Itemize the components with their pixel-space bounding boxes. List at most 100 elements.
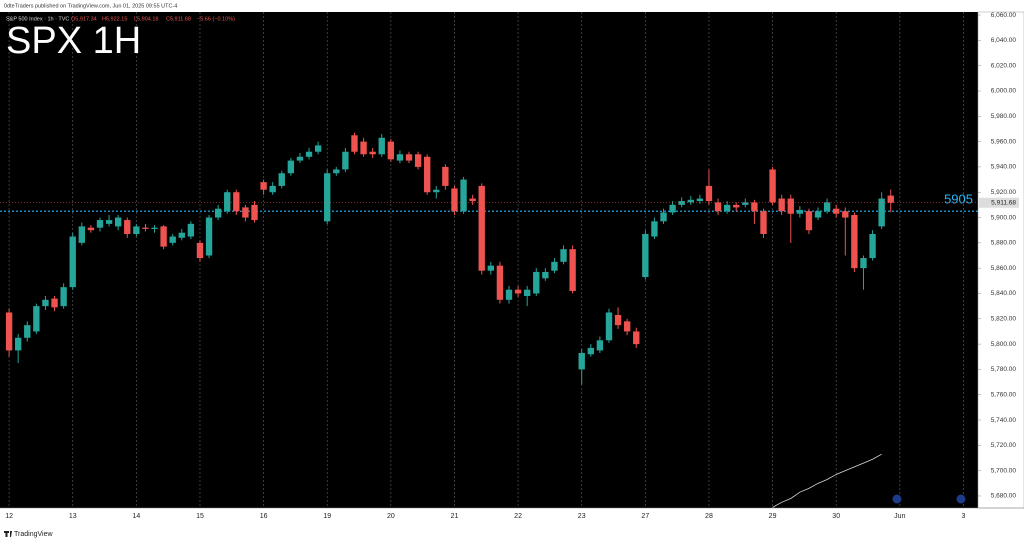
candle-body	[233, 192, 240, 212]
candle-body	[496, 265, 504, 300]
candle-body	[87, 227, 95, 231]
x-tick-label: 19	[323, 513, 331, 520]
candle-body	[569, 249, 576, 291]
legend-low: L5,904.18	[134, 16, 158, 22]
candle-body	[751, 202, 758, 212]
candle-body	[660, 212, 667, 222]
candle-body	[342, 151, 349, 170]
candle-body	[187, 223, 195, 237]
candle-body	[396, 154, 404, 161]
chart-title: SPX 1H	[6, 20, 141, 62]
candle-body	[487, 265, 494, 271]
candle-body	[833, 208, 840, 214]
y-tick-label: 5,860.00	[991, 265, 1017, 272]
candle-body	[887, 195, 894, 203]
legend-high: H5,922.15	[102, 16, 127, 22]
y-tick-label: 5,740.00	[991, 417, 1017, 424]
candle-body	[178, 232, 185, 238]
candle-body	[78, 226, 85, 243]
y-tick-label: 5,700.00	[991, 467, 1017, 474]
candle-body	[378, 137, 385, 155]
y-tick-label: 5,680.00	[991, 493, 1017, 500]
candle-body	[242, 207, 249, 218]
candle-body	[714, 202, 722, 212]
y-tick-label: 6,040.00	[991, 37, 1017, 44]
x-tick-label: 12	[5, 513, 13, 520]
candle-body	[414, 154, 422, 167]
candle-body	[523, 289, 531, 297]
candle-body	[451, 188, 458, 212]
legend-symbol: S&P 500 Index · 1h · TVC	[6, 16, 69, 22]
candle-body	[214, 208, 222, 218]
candle-body	[805, 211, 813, 231]
logo-icon	[4, 531, 12, 537]
candle-body	[314, 145, 322, 152]
candle-body	[596, 340, 604, 351]
candle-body	[251, 204, 258, 221]
y-tick-label: 5,720.00	[991, 442, 1017, 449]
y-tick-label: 5,800.00	[991, 341, 1017, 348]
candle-body	[587, 347, 594, 355]
last-price-label: 5,911.68	[991, 199, 1016, 206]
candle-body	[151, 227, 158, 229]
event-icon[interactable]	[956, 494, 966, 504]
y-tick-label: 5,900.00	[991, 214, 1017, 221]
level-label: 5905	[944, 192, 973, 207]
line-series	[772, 453, 882, 508]
candle-body	[651, 221, 658, 237]
candle-body	[823, 202, 831, 212]
candle-body	[578, 352, 585, 370]
candle-body	[24, 325, 31, 338]
y-tick-label: 5,920.00	[991, 189, 1017, 196]
candle-body	[14, 337, 22, 351]
candle-body	[633, 331, 640, 345]
candle-body	[360, 141, 367, 155]
candle-body	[842, 211, 849, 218]
candle-body	[305, 151, 313, 157]
x-tick-label: 16	[260, 513, 268, 520]
y-tick-label: 6,060.00	[991, 12, 1017, 19]
x-tick-label: 3	[962, 513, 966, 520]
y-tick-label: 5,980.00	[991, 113, 1017, 120]
footer-text: TradingView	[14, 531, 53, 538]
candle-body	[478, 185, 485, 271]
candle-body	[623, 321, 631, 332]
event-icon[interactable]	[892, 494, 902, 504]
published-note: 0dteTraders published on TradingView.com…	[4, 3, 177, 9]
candle-body	[51, 298, 58, 308]
candle-body	[760, 211, 767, 234]
candle-body	[278, 173, 285, 186]
x-tick-label: 22	[514, 513, 522, 520]
candle-body	[287, 160, 295, 174]
candle-body	[105, 220, 113, 224]
candle-body	[196, 242, 204, 259]
y-tick-label: 5,940.00	[991, 164, 1017, 171]
x-tick-label: 21	[451, 513, 459, 520]
candle-body	[560, 249, 567, 262]
candle-body	[260, 182, 267, 190]
candle-body	[60, 287, 67, 307]
candle-body	[69, 236, 76, 288]
candle-body	[351, 135, 358, 152]
legend-change: −5.66 (−0.10%)	[197, 16, 235, 22]
y-tick-label: 5,960.00	[991, 138, 1017, 145]
chart-layer: 5905	[0, 12, 978, 508]
y-tick-label: 5,880.00	[991, 240, 1017, 247]
x-tick-label: 15	[196, 513, 204, 520]
candle-body	[205, 217, 213, 256]
candle-body	[224, 192, 231, 212]
candle-body	[5, 312, 13, 351]
candle-body	[333, 169, 340, 174]
candle-body	[124, 220, 131, 234]
candle-body	[669, 204, 676, 213]
candle-body	[442, 166, 449, 186]
candle-body	[169, 236, 176, 243]
candle-body	[796, 209, 804, 214]
footer-logo: TradingView	[4, 531, 53, 538]
candle-body	[469, 198, 476, 202]
candle-body	[42, 299, 49, 307]
candle-body	[860, 258, 867, 269]
candle-body	[96, 220, 104, 228]
candle-body	[814, 211, 822, 218]
